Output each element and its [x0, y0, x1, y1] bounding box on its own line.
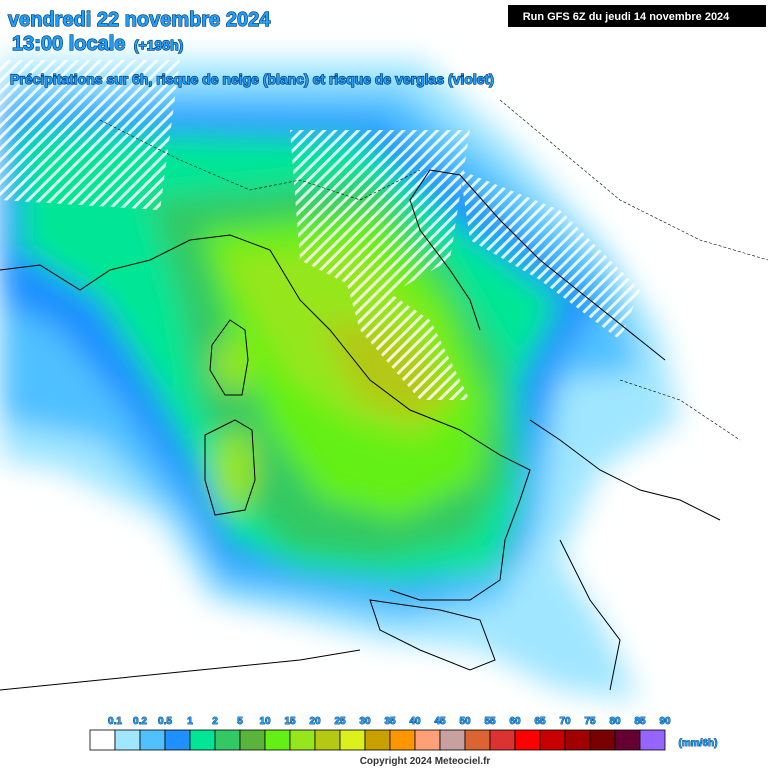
legend-label: 0.1: [108, 716, 122, 727]
legend-label: 15: [284, 716, 296, 727]
legend-label: 0.2: [133, 716, 147, 727]
legend-label: 90: [659, 716, 671, 727]
legend-unit: (mm/6h): [679, 738, 718, 749]
legend-label: 30: [359, 716, 371, 727]
run-box: [508, 5, 766, 27]
legend-label: 0.5: [158, 716, 172, 727]
legend-label: 45: [434, 716, 446, 727]
legend-label: 55: [484, 716, 496, 727]
color-swatch: [164, 729, 191, 751]
precipitation-field: [0, 60, 680, 700]
color-swatch: [564, 729, 591, 751]
color-swatch: [389, 729, 416, 751]
color-swatch: [414, 729, 441, 751]
map-lead-time: (+198h): [134, 37, 183, 53]
color-swatch: [514, 729, 541, 751]
color-swatch: [364, 729, 391, 751]
color-swatch: [189, 729, 216, 751]
color-swatch: [289, 729, 316, 751]
legend-label: 25: [334, 716, 346, 727]
copyright: Copyright 2024 Meteociel.fr: [360, 756, 491, 767]
color-swatch: [464, 729, 491, 751]
run-label: Run GFS 6Z du jeudi 14 novembre 2024: [523, 11, 730, 23]
legend-label: 65: [534, 716, 546, 727]
color-swatch: [139, 729, 166, 751]
color-swatch: [214, 729, 241, 751]
legend-label: 2: [212, 716, 218, 727]
map-time-line: 13:00 locale (+198h): [12, 33, 183, 55]
legend-label: 80: [609, 716, 621, 727]
color-swatch: [239, 729, 266, 751]
legend-label: 60: [509, 716, 521, 727]
legend: 0.1 0.2 0.5 1 2 5 10 15 20 25 30 35 40 45 50 55 60 65 70 75…: [89, 716, 671, 751]
legend-label: 70: [559, 716, 571, 727]
legend-label: 10: [259, 716, 271, 727]
color-swatch: [339, 729, 366, 751]
legend-label: 35: [384, 716, 396, 727]
color-swatch: [639, 729, 666, 751]
color-swatch: [489, 729, 516, 751]
color-swatch: [614, 729, 641, 751]
color-swatch: [114, 729, 141, 751]
legend-label: 50: [459, 716, 471, 727]
color-swatch: [539, 729, 566, 751]
legend-label: 75: [584, 716, 596, 727]
color-swatch: [89, 729, 116, 751]
map-time: 13:00 locale: [12, 33, 125, 55]
map-date: vendredi 22 novembre 2024: [8, 9, 271, 31]
color-swatch: [439, 729, 466, 751]
legend-label: 20: [309, 716, 321, 727]
color-swatch: [264, 729, 291, 751]
legend-label: 85: [634, 716, 646, 727]
map-subtitle: Précipitations sur 6h, risque de neige (…: [10, 71, 494, 87]
legend-label: 40: [409, 716, 421, 727]
color-swatch: [589, 729, 616, 751]
legend-label: 1: [187, 716, 193, 727]
legend-label: 5: [237, 716, 243, 727]
coastlines: [0, 99, 768, 691]
color-swatch: [314, 729, 341, 751]
